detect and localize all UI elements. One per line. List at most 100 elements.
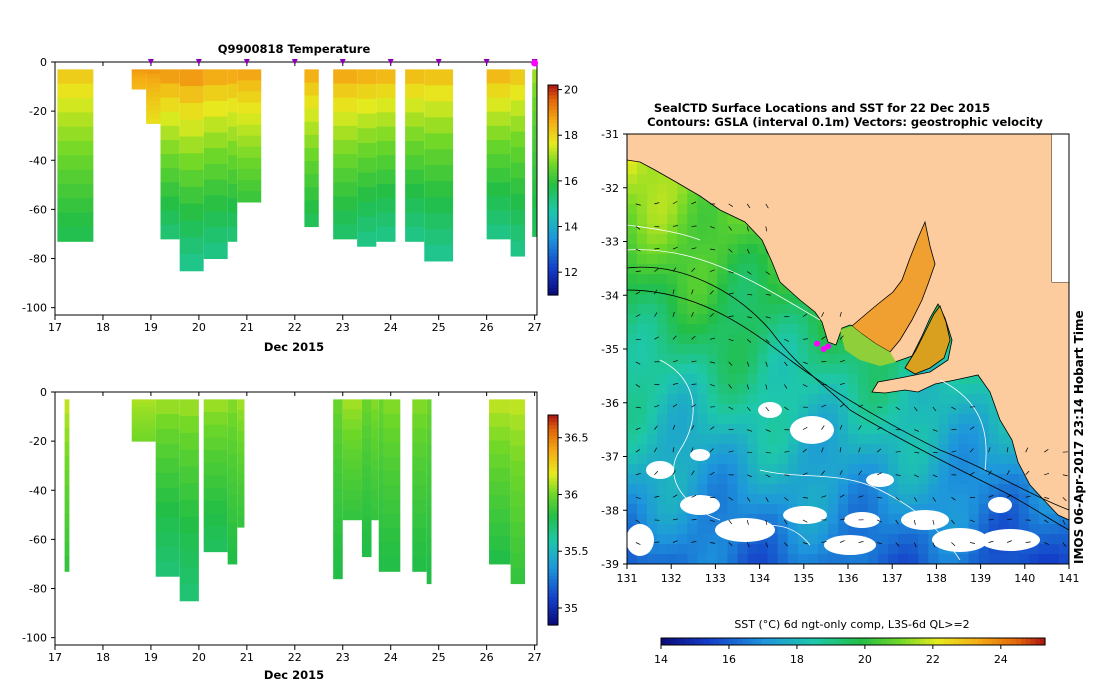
sst-cell — [757, 504, 769, 515]
profile-cell — [131, 85, 147, 88]
velocity-vector — [839, 540, 845, 543]
sst-cell — [817, 534, 829, 545]
colorbar-segment — [548, 242, 558, 247]
sst-cell — [627, 204, 638, 215]
profile-cell — [378, 456, 384, 472]
velocity-vector — [839, 424, 843, 430]
sst-cell — [707, 374, 719, 385]
profile-cell — [227, 98, 238, 113]
geostrophic-vectors — [635, 201, 1068, 548]
velocity-vector — [969, 542, 975, 544]
profile-cell — [426, 568, 432, 585]
velocity-vector — [672, 289, 675, 295]
colorbar-segment — [548, 274, 558, 279]
sst-cell — [677, 334, 688, 345]
sst-cell — [707, 274, 719, 285]
velocity-vector — [1062, 542, 1067, 547]
velocity-vector — [654, 202, 660, 205]
sst-cell — [958, 464, 970, 475]
sst-cell — [787, 394, 799, 405]
colorbar-segment — [881, 638, 888, 645]
sst-cell — [988, 474, 1000, 485]
profile-cell — [146, 96, 161, 102]
profile-cell — [342, 449, 362, 461]
sst-cell — [637, 164, 648, 175]
profile-cell — [227, 399, 238, 414]
velocity-vector — [1062, 519, 1066, 525]
sst-cell — [878, 554, 889, 564]
sst-cell — [687, 514, 698, 525]
profile-cell — [426, 491, 432, 508]
velocity-vector — [765, 429, 771, 432]
sst-cell — [657, 504, 668, 515]
colorbar-segment — [548, 197, 558, 202]
sst-cell — [727, 304, 739, 315]
velocity-vector — [672, 494, 678, 498]
colorbar-segment — [548, 253, 558, 258]
profile-cell — [179, 254, 204, 272]
colorbar-segment — [548, 225, 558, 230]
colorbar-segment — [723, 638, 729, 645]
velocity-vector — [895, 519, 899, 525]
sst-cell — [797, 454, 809, 465]
velocity-vector — [654, 470, 659, 476]
sst-cell — [878, 524, 889, 535]
profile-cell — [160, 125, 180, 141]
sst-cell — [707, 544, 719, 555]
colorbar-segment — [857, 638, 864, 645]
velocity-vector — [672, 311, 675, 317]
velocity-vector — [746, 542, 750, 548]
sst-cell — [647, 354, 658, 365]
sst-cell — [888, 464, 899, 475]
colorbar-segment — [548, 425, 558, 430]
sst-cell — [777, 464, 789, 475]
sst-cell — [898, 554, 909, 564]
sst-cell — [637, 174, 648, 185]
velocity-vector — [784, 384, 788, 389]
profile-cell — [155, 561, 180, 577]
sst-cell — [727, 464, 739, 475]
sst-cell — [777, 434, 789, 445]
sst-cell — [858, 554, 869, 564]
sst-cell — [787, 484, 799, 495]
velocity-vector — [932, 429, 938, 432]
sst-cell — [817, 404, 829, 415]
sst-cell — [737, 414, 749, 425]
velocity-vector — [1044, 497, 1050, 499]
velocity-vector — [728, 315, 734, 318]
colorbar-segment — [548, 604, 558, 609]
profile-cell — [405, 169, 425, 185]
sst-cell — [807, 444, 819, 455]
velocity-vector — [877, 426, 882, 430]
profile-cell — [131, 416, 156, 421]
sst-cell — [797, 554, 809, 564]
profile-cell — [333, 474, 343, 490]
profile-cell — [333, 444, 343, 460]
profile-cell — [361, 464, 372, 479]
sst-cell — [647, 374, 658, 385]
sst-cell — [707, 464, 719, 475]
sst-cell — [697, 354, 708, 365]
velocity-vector — [951, 542, 956, 547]
colorbar-segment — [548, 429, 558, 434]
sst-cell — [737, 234, 749, 245]
sst-cell — [757, 514, 769, 525]
sst-cell — [938, 384, 950, 395]
sst-cell — [627, 304, 638, 315]
profile-cell — [179, 584, 199, 602]
sst-cell — [827, 484, 839, 495]
profile-cell — [383, 442, 401, 458]
sst-cell — [918, 404, 929, 415]
sst-cell — [797, 444, 809, 455]
sst-cell — [697, 194, 708, 205]
sst-cell — [657, 344, 668, 355]
profile-cell — [405, 98, 425, 113]
velocity-vector — [728, 497, 734, 501]
profile-cell — [203, 488, 228, 502]
sst-cell — [637, 364, 648, 375]
sst-cell — [677, 554, 688, 564]
colorbar-segment — [737, 638, 744, 645]
sst-cell — [757, 554, 769, 564]
colorbar-segment — [709, 638, 715, 645]
colorbar-segment — [915, 638, 921, 645]
